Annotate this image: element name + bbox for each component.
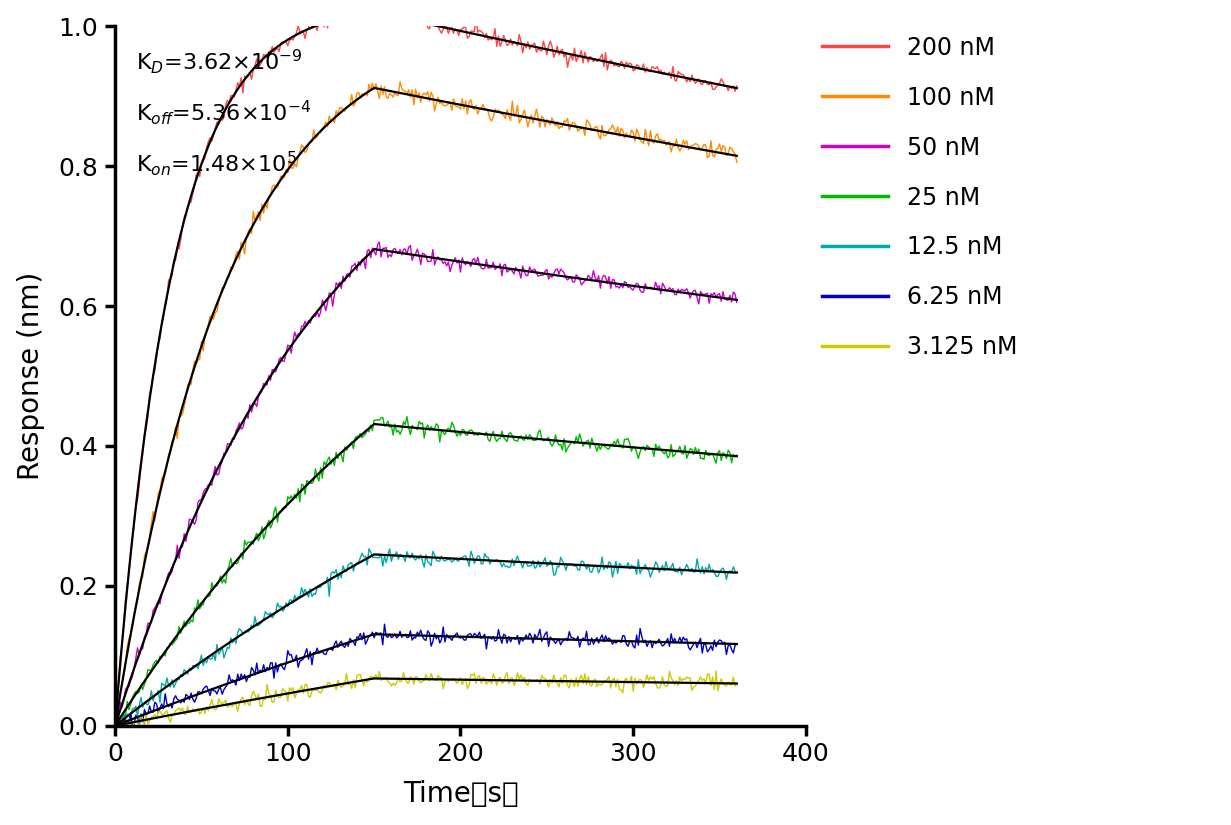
- Line: 50 nM: 50 nM: [114, 242, 737, 728]
- Line: 3.125 nM: 3.125 nM: [114, 672, 737, 733]
- 12.5 nM: [362, 544, 377, 554]
- 12.5 nM: [126, 704, 140, 714]
- 100 nM: [655, 136, 670, 146]
- 6.25 nM: [730, 639, 745, 649]
- Legend: 200 nM, 100 nM, 50 nM, 25 nM, 12.5 nM, 6.25 nM, 3.125 nM: 200 nM, 100 nM, 50 nM, 25 nM, 12.5 nM, 6…: [812, 26, 1027, 369]
- 200 nM: [223, 91, 238, 101]
- Text: K$_D$=3.62×10$^{-9}$
K$_{off}$=5.36×10$^{-4}$
K$_{on}$=1.48×10$^{5}$: K$_D$=3.62×10$^{-9}$ K$_{off}$=5.36×10$^…: [135, 47, 311, 178]
- 12.5 nM: [730, 567, 745, 577]
- 100 nM: [499, 114, 513, 124]
- 6.25 nM: [465, 633, 480, 643]
- 6.25 nM: [657, 639, 672, 649]
- 100 nM: [107, 720, 122, 730]
- 200 nM: [655, 69, 670, 79]
- 200 nM: [484, 35, 499, 45]
- 50 nM: [730, 298, 745, 308]
- 25 nM: [107, 720, 122, 730]
- 50 nM: [126, 672, 140, 681]
- 12.5 nM: [655, 560, 670, 570]
- 25 nM: [730, 450, 745, 460]
- 100 nM: [484, 116, 499, 126]
- 12.5 nM: [484, 556, 499, 566]
- Line: 100 nM: 100 nM: [114, 82, 737, 725]
- 200 nM: [126, 535, 140, 545]
- 3.125 nM: [496, 677, 511, 687]
- 6.25 nM: [377, 620, 391, 629]
- 50 nM: [499, 259, 513, 269]
- 3.125 nM: [223, 700, 238, 710]
- 6.25 nM: [107, 720, 122, 730]
- Line: 12.5 nM: 12.5 nM: [114, 549, 737, 731]
- X-axis label: Time（s）: Time（s）: [403, 780, 518, 808]
- 3.125 nM: [709, 667, 724, 676]
- 200 nM: [499, 35, 513, 45]
- Y-axis label: Response (nm): Response (nm): [17, 272, 44, 480]
- 100 nM: [730, 158, 745, 167]
- 200 nM: [107, 719, 122, 728]
- 3.125 nM: [483, 676, 497, 686]
- 3.125 nM: [126, 724, 140, 733]
- 25 nM: [655, 447, 670, 457]
- 6.25 nM: [114, 724, 129, 734]
- 100 nM: [223, 262, 238, 272]
- 50 nM: [372, 237, 387, 247]
- 200 nM: [463, 26, 478, 36]
- 50 nM: [655, 278, 670, 288]
- 12.5 nM: [499, 562, 513, 572]
- 25 nM: [126, 693, 140, 703]
- 25 nM: [484, 431, 499, 441]
- 200 nM: [730, 81, 745, 91]
- 3.125 nM: [730, 679, 745, 689]
- 6.25 nM: [225, 675, 240, 685]
- 50 nM: [463, 262, 478, 271]
- 6.25 nM: [500, 639, 515, 648]
- 100 nM: [126, 622, 140, 632]
- 6.25 nM: [486, 632, 501, 642]
- 3.125 nM: [654, 681, 668, 691]
- Line: 200 nM: 200 nM: [114, 7, 737, 724]
- Line: 25 nM: 25 nM: [114, 417, 737, 725]
- 100 nM: [463, 95, 478, 105]
- 3.125 nM: [462, 680, 476, 690]
- 12.5 nM: [223, 633, 238, 643]
- 100 nM: [393, 77, 407, 87]
- 25 nM: [400, 412, 415, 422]
- 25 nM: [463, 425, 478, 435]
- 25 nM: [223, 554, 238, 563]
- 50 nM: [223, 441, 238, 450]
- 12.5 nM: [107, 726, 122, 736]
- 12.5 nM: [463, 546, 478, 556]
- 200 nM: [377, 2, 391, 12]
- 6.25 nM: [127, 719, 142, 729]
- 25 nM: [499, 435, 513, 445]
- Line: 6.25 nM: 6.25 nM: [114, 625, 737, 729]
- 50 nM: [107, 723, 122, 733]
- 50 nM: [484, 262, 499, 272]
- 3.125 nM: [107, 728, 122, 738]
